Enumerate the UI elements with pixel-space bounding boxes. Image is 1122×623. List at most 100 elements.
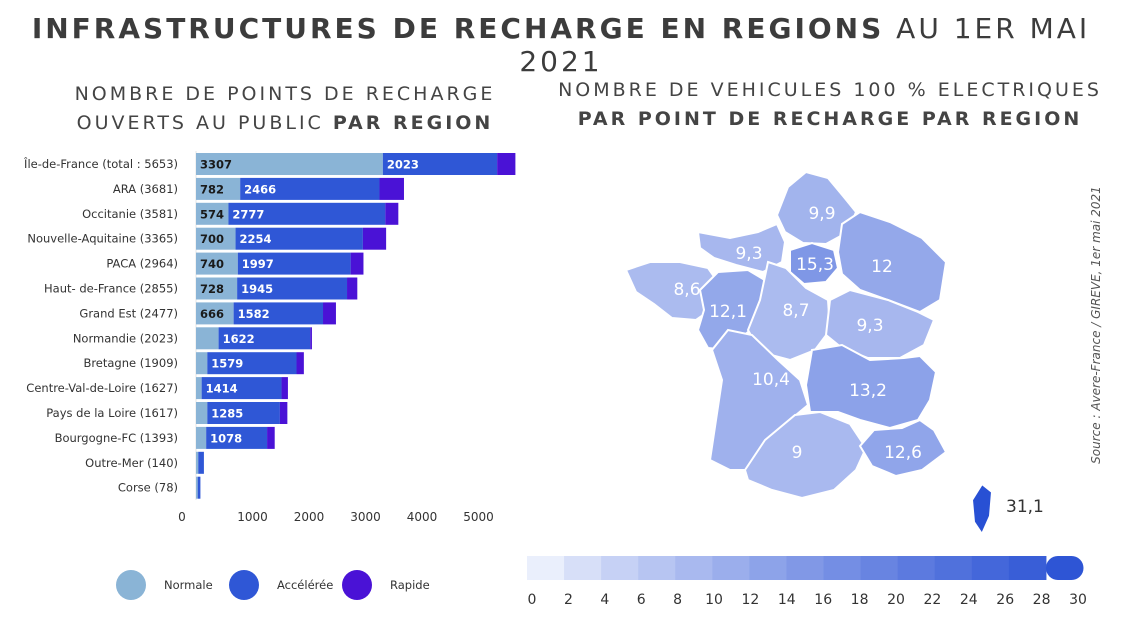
bar-value-label: 700 xyxy=(200,232,224,246)
bar-normale xyxy=(196,476,198,499)
bar-value-label: 574 xyxy=(200,207,224,221)
bar-normale xyxy=(196,227,236,250)
bar-value-label: 2466 xyxy=(244,182,276,196)
map-label-ile-de-france: 15,3 xyxy=(796,255,834,275)
map-label-bourgogne-fc: 9,3 xyxy=(856,316,883,336)
scale-tick-label: 18 xyxy=(851,592,869,608)
left-subtitle-line1: NOMBRE DE POINTS DE RECHARGE xyxy=(74,83,496,105)
map-regions xyxy=(624,170,994,537)
map-label-pays-de-la-loire: 12,1 xyxy=(709,302,747,322)
scale-tick-label: 0 xyxy=(528,592,537,608)
category-label: Bretagne (1909) xyxy=(83,356,178,370)
bar-value-label: 1579 xyxy=(211,357,243,371)
bar-value-label: 2777 xyxy=(232,207,264,221)
right-subtitle-line2-bold: PAR POINT DE RECHARGE PAR REGION xyxy=(577,108,1083,130)
x-tick-label: 3000 xyxy=(350,510,381,524)
bar-value-label: 2254 xyxy=(240,232,272,246)
map-label-nouvelle-aquitaine: 10,4 xyxy=(752,370,790,390)
category-label: Corse (78) xyxy=(118,481,178,495)
right-subtitle-line1: NOMBRE DE VEHICULES 100 % ELECTRIQUES xyxy=(558,79,1102,101)
map-labels: 9,9 9,3 15,3 12 8,6 12,1 8,7 9,3 10,4 13… xyxy=(673,204,1043,517)
category-label: PACA (2964) xyxy=(106,257,178,271)
scale-tick-label: 30 xyxy=(1069,592,1087,608)
scale-tick-label: 2 xyxy=(564,592,573,608)
source-note: Source : Avere-France / GIREVE, 1er mai … xyxy=(1086,186,1106,464)
map-label-paca: 12,6 xyxy=(884,443,922,463)
category-label: Nouvelle-Aquitaine (3365) xyxy=(27,232,178,246)
scale-tick-label: 12 xyxy=(741,592,759,608)
region-paca xyxy=(858,418,948,478)
scale-tick-label: 6 xyxy=(637,592,646,608)
map-label-corse: 31,1 xyxy=(1006,497,1044,517)
bar-normale xyxy=(196,277,238,300)
left-subtitle-line2: OUVERTS AU PUBLIC PAR REGION xyxy=(40,109,530,138)
legend-label: Accélérée xyxy=(277,578,333,592)
legend-label: Normale xyxy=(164,578,213,592)
bar-rapide xyxy=(279,402,288,424)
scale-tick-label: 8 xyxy=(673,592,682,608)
region-bourgogne-fc xyxy=(824,288,936,359)
scale-tick-label: 22 xyxy=(923,592,941,608)
bar-accélérée xyxy=(201,377,282,400)
map-label-haut-de-france: 9,9 xyxy=(808,204,835,224)
source-text: Source : Avere-France / GIREVE, 1er mai … xyxy=(1089,186,1103,464)
map-label-normandie: 9,3 xyxy=(735,244,762,264)
map-label-centre-val-de-loire: 8,7 xyxy=(782,301,809,321)
scale-segment xyxy=(564,556,602,580)
scale-tick-label: 10 xyxy=(705,592,723,608)
x-tick-label: 2000 xyxy=(294,510,325,524)
bar-normale xyxy=(196,177,241,200)
bar-value-label: 1414 xyxy=(206,382,238,396)
bar-value-label: 1997 xyxy=(242,257,274,271)
bar-normale xyxy=(196,302,234,325)
category-label: Occitanie (3581) xyxy=(82,207,178,221)
x-tick-label: 5000 xyxy=(463,510,494,524)
bar-value-label: 1078 xyxy=(210,431,242,445)
bar-accélérée xyxy=(218,327,311,350)
scale-segment xyxy=(860,556,899,580)
bar-accélérée xyxy=(207,402,280,424)
bar-value-label: 1285 xyxy=(211,407,243,421)
category-label: Bourgogne-FC (1393) xyxy=(55,431,178,445)
bar-rapide xyxy=(323,302,336,325)
bar-value-label: 782 xyxy=(200,182,224,196)
left-subtitle-line2-plain: OUVERTS AU PUBLIC xyxy=(76,112,333,134)
right-subtitle-line2: PAR POINT DE RECHARGE PAR REGION xyxy=(540,105,1120,134)
bar-rapide xyxy=(350,252,364,275)
bar-value-label: 1582 xyxy=(238,307,270,321)
bar-rapide xyxy=(379,177,404,200)
scale-segment xyxy=(897,556,936,580)
legend-swatch-normale xyxy=(116,570,146,600)
scale-segment xyxy=(1008,556,1047,580)
legend-swatch-rapide xyxy=(342,570,372,600)
x-tick-label: 0 xyxy=(178,510,186,524)
bar-accélérée xyxy=(382,153,498,175)
region-occitanie xyxy=(743,410,868,500)
scale-tick-label: 28 xyxy=(1033,592,1051,608)
category-label: Île-de-France (total : 5653) xyxy=(23,156,178,171)
category-label: ARA (3681) xyxy=(113,182,178,196)
map-label-grand-est: 12 xyxy=(871,257,893,277)
bar-rapide xyxy=(347,277,358,300)
bar-normale xyxy=(196,252,238,275)
scale-tick-label: 14 xyxy=(778,592,796,608)
right-subtitle: NOMBRE DE VEHICULES 100 % ELECTRIQUES PA… xyxy=(540,76,1120,134)
region-corse xyxy=(970,482,994,537)
bar-normale xyxy=(196,153,383,175)
x-tick-label: 4000 xyxy=(407,510,438,524)
bar-accélérée xyxy=(237,277,348,300)
bar-accélérée xyxy=(235,227,363,250)
map-label-ara: 13,2 xyxy=(849,381,887,401)
scale-tick-label: 20 xyxy=(887,592,905,608)
bar-rapide xyxy=(362,227,387,250)
bar-accélérée xyxy=(228,202,386,225)
scale-segment xyxy=(1045,556,1084,580)
scale-segment xyxy=(749,556,787,580)
category-label: Normandie (2023) xyxy=(73,331,178,345)
region-normandie xyxy=(696,222,787,274)
bar-normale xyxy=(196,451,199,474)
category-label: Haut- de-France (2855) xyxy=(44,282,178,296)
bar-normale xyxy=(196,402,208,424)
bar-accélérée xyxy=(233,302,324,325)
